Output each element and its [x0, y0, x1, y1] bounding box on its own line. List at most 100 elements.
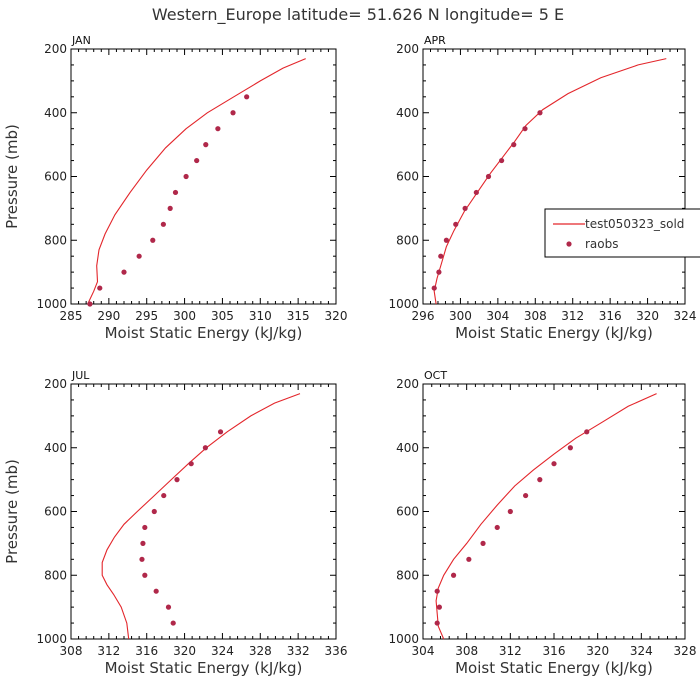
x-tick-label: 316 [543, 644, 566, 658]
x-tick-label: 316 [135, 644, 158, 658]
x-tick-label: 320 [586, 644, 609, 658]
y-tick-label: 800 [396, 233, 419, 247]
raobs-point [142, 572, 148, 578]
raobs-point [436, 269, 442, 275]
raobs-point [174, 477, 180, 483]
raobs-point [450, 572, 457, 578]
x-axis-label: Moist Static Energy (kJ/kg) [455, 659, 653, 677]
y-tick-label: 200 [44, 377, 67, 391]
raobs-point [161, 492, 167, 499]
figure-title: Western_Europe latitude= 51.626 N longit… [152, 5, 564, 25]
x-tick-label: 300 [173, 309, 196, 323]
raobs-point [551, 461, 557, 467]
y-tick-label: 800 [396, 568, 419, 582]
raobs-point [202, 445, 208, 451]
x-tick-label: 312 [561, 309, 584, 323]
raobs-point [151, 508, 157, 515]
panel-apr: APR 296 300 304 308 312 316 320 324 200 400 600 800 1… [388, 34, 696, 342]
raobs-point [188, 461, 194, 467]
x-tick-label: 305 [211, 309, 234, 323]
legend-dot-swatch [566, 241, 572, 247]
x-tick-label: 320 [173, 644, 196, 658]
raobs-point [537, 110, 543, 116]
y-tick-label: 200 [396, 377, 419, 391]
plot-frame [422, 48, 686, 305]
raobs-point [165, 604, 172, 610]
x-tick-label: 312 [499, 644, 522, 658]
y-tick-label: 400 [44, 106, 67, 120]
panel-oct: OCT 304 308 312 316 320 324 328 200 400 600 800 1000… [388, 369, 696, 677]
panel-label: JUL [71, 369, 90, 382]
raobs-point [485, 173, 492, 180]
raobs-point [153, 588, 159, 594]
legend-entry-label: test050323_sold [585, 217, 684, 231]
y-tick-label: 600 [396, 170, 419, 184]
y-tick-label: 600 [44, 170, 67, 184]
y-axis-label: Pressure (mb) [3, 124, 21, 229]
legend-entry-label: raobs [585, 237, 619, 251]
y-tick-label: 800 [44, 233, 67, 247]
y-tick-label: 1000 [36, 297, 67, 311]
panel-jul: JUL 308 312 316 320 324 328 332 336 200 400 600 800 1… [3, 369, 347, 677]
x-tick-label: 315 [287, 309, 310, 323]
x-tick-label: 308 [524, 309, 547, 323]
x-tick-label: 285 [60, 309, 83, 323]
x-axis-label: Moist Static Energy (kJ/kg) [105, 659, 303, 677]
x-tick-label: 304 [412, 644, 435, 658]
raobs-point [537, 477, 543, 483]
raobs-point [453, 221, 459, 227]
raobs-point [136, 253, 142, 259]
x-tick-label: 295 [135, 309, 158, 323]
raobs-point [160, 221, 166, 227]
raobs-point [473, 189, 479, 196]
x-tick-label: 320 [636, 309, 659, 323]
raobs-point [511, 142, 517, 148]
x-tick-label: 324 [630, 644, 653, 658]
raobs-point [183, 173, 189, 180]
y-tick-label: 600 [44, 505, 67, 519]
raobs-point [150, 237, 156, 243]
raobs-point [584, 429, 590, 435]
y-tick-label: 800 [44, 568, 67, 582]
y-tick-label: 200 [44, 42, 67, 56]
y-tick-label: 600 [396, 505, 419, 519]
panel-jan: JAN 285 290 295 300 305 310 315 320 200 400 600 800 1… [3, 34, 347, 342]
raobs-point [466, 556, 472, 562]
y-tick-label: 400 [396, 441, 419, 455]
x-tick-label: 304 [486, 309, 509, 323]
y-tick-label: 400 [44, 441, 67, 455]
raobs-point [139, 556, 145, 562]
series-line-model [87, 58, 306, 305]
panels-container: JAN 285 290 295 300 305 310 315 320 200 400 600 800 1… [3, 34, 696, 677]
raobs-point [194, 157, 200, 164]
y-tick-label: 1000 [36, 632, 67, 646]
y-tick-label: 200 [396, 42, 419, 56]
raobs-point [438, 253, 444, 259]
x-tick-label: 312 [97, 644, 120, 658]
raobs-point [140, 540, 146, 546]
x-tick-label: 308 [455, 644, 478, 658]
x-tick-label: 324 [674, 309, 697, 323]
raobs-point [172, 189, 179, 196]
raobs-point [217, 429, 224, 435]
x-tick-label: 308 [60, 644, 83, 658]
raobs-point [244, 94, 250, 100]
y-tick-label: 1000 [388, 632, 419, 646]
y-tick-label: 400 [396, 106, 419, 120]
plot-frame [422, 383, 686, 640]
x-tick-label: 328 [249, 644, 272, 658]
raobs-point [434, 620, 440, 626]
y-axis-label: Pressure (mb) [3, 459, 21, 564]
plot-frame [70, 48, 337, 305]
x-tick-label: 300 [449, 309, 472, 323]
x-tick-label: 310 [249, 309, 272, 323]
panel-label: APR [424, 34, 446, 47]
x-tick-label: 290 [97, 309, 120, 323]
raobs-point [203, 142, 209, 148]
y-tick-label: 1000 [388, 297, 419, 311]
x-tick-label: 328 [674, 644, 697, 658]
series-line-model [435, 393, 657, 640]
raobs-point [567, 445, 573, 451]
raobs-point [443, 237, 449, 243]
